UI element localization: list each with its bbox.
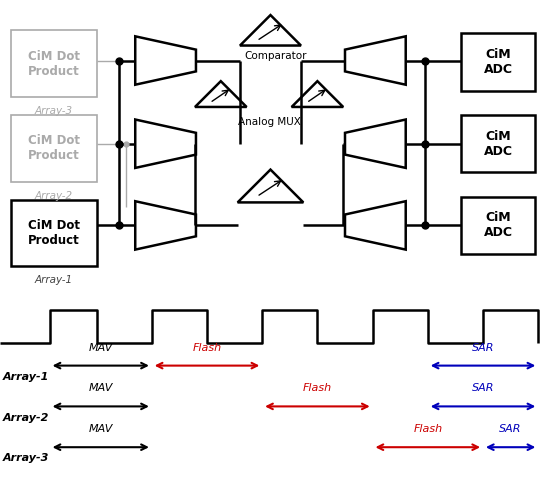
Text: Array-3: Array-3 — [35, 106, 73, 116]
Text: CiM
ADC: CiM ADC — [484, 130, 513, 158]
Text: SAR: SAR — [472, 384, 494, 393]
Bar — [461, 33, 535, 91]
Text: Analog MUX: Analog MUX — [238, 117, 300, 127]
Text: Array-2: Array-2 — [3, 412, 49, 423]
Bar — [461, 197, 535, 254]
Text: SAR: SAR — [500, 424, 522, 434]
Text: MAV: MAV — [88, 343, 113, 353]
Text: CiM
ADC: CiM ADC — [484, 48, 513, 76]
Text: Array-1: Array-1 — [35, 275, 73, 285]
Text: Flash: Flash — [303, 384, 332, 393]
Text: MAV: MAV — [88, 424, 113, 434]
Text: Array-2: Array-2 — [35, 191, 73, 201]
Text: Flash: Flash — [413, 424, 442, 434]
Bar — [11, 200, 97, 266]
Text: SAR: SAR — [472, 343, 494, 353]
Text: CiM Dot
Product: CiM Dot Product — [28, 134, 80, 162]
Text: Flash: Flash — [193, 343, 221, 353]
Bar — [461, 115, 535, 172]
Text: Comparator: Comparator — [245, 51, 307, 61]
Text: CiM
ADC: CiM ADC — [484, 211, 513, 240]
Text: Array-1: Array-1 — [3, 372, 49, 382]
Bar — [11, 115, 97, 182]
Text: CiM Dot
Product: CiM Dot Product — [28, 50, 80, 78]
Text: MAV: MAV — [88, 384, 113, 393]
Text: Array-3: Array-3 — [3, 453, 49, 463]
Bar — [11, 30, 97, 97]
Text: CiM Dot
Product: CiM Dot Product — [28, 219, 80, 247]
